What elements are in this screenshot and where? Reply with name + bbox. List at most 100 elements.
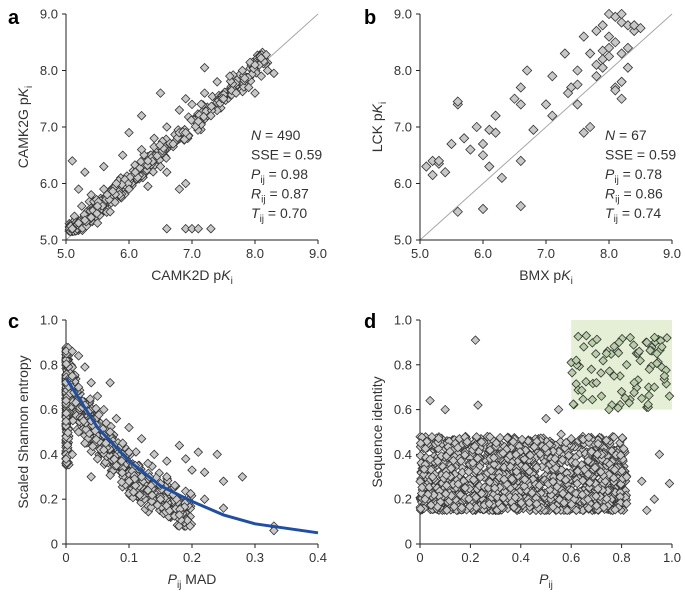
data-point bbox=[489, 452, 499, 463]
y-tick-label: 6.0 bbox=[40, 176, 58, 191]
data-point bbox=[116, 477, 127, 487]
data-point bbox=[610, 37, 621, 48]
data-point bbox=[124, 127, 134, 138]
data-point bbox=[652, 358, 662, 369]
data-point bbox=[471, 492, 481, 503]
data-point bbox=[662, 333, 672, 343]
data-point bbox=[226, 85, 237, 96]
data-point bbox=[635, 355, 645, 366]
y-tick-label: 5.0 bbox=[40, 233, 58, 248]
x-tick-label: 1.0 bbox=[663, 550, 681, 565]
x-tick-label: 9.0 bbox=[663, 246, 681, 261]
x-tick-label: 0.8 bbox=[613, 550, 631, 565]
data-point bbox=[584, 121, 596, 133]
data-point bbox=[143, 485, 153, 496]
data-point bbox=[415, 504, 426, 514]
data-point bbox=[649, 332, 660, 343]
data-point bbox=[85, 394, 95, 404]
data-point bbox=[505, 461, 516, 472]
data-point bbox=[143, 181, 153, 192]
stat-line: Rij = 0.86 bbox=[605, 186, 663, 206]
data-point bbox=[76, 201, 87, 211]
y-tick-label: 0.2 bbox=[394, 492, 412, 507]
y-tick-label: 0.4 bbox=[40, 447, 58, 462]
data-point bbox=[61, 416, 71, 427]
data-point bbox=[644, 390, 654, 401]
data-point bbox=[490, 127, 501, 138]
data-point bbox=[143, 156, 153, 166]
data-point bbox=[105, 427, 115, 437]
y-tick-label: 8.0 bbox=[394, 63, 412, 78]
data-point bbox=[516, 498, 527, 508]
data-point bbox=[269, 68, 279, 79]
data-point bbox=[609, 432, 619, 442]
data-point bbox=[621, 498, 632, 509]
data-point bbox=[136, 144, 147, 155]
data-point bbox=[511, 466, 522, 477]
data-point bbox=[520, 445, 531, 456]
data-point bbox=[563, 491, 574, 502]
data-point bbox=[155, 161, 166, 172]
data-point bbox=[613, 403, 623, 413]
data-point bbox=[73, 382, 84, 392]
data-point bbox=[149, 133, 159, 144]
data-point bbox=[445, 446, 455, 457]
data-point bbox=[643, 399, 653, 410]
data-point bbox=[124, 184, 134, 194]
data-point bbox=[468, 458, 478, 468]
y-tick-label: 6.0 bbox=[394, 176, 412, 191]
data-point bbox=[527, 488, 537, 498]
data-point bbox=[629, 387, 639, 398]
data-point bbox=[557, 455, 568, 465]
data-point bbox=[440, 167, 451, 178]
data-point bbox=[642, 337, 652, 348]
data-point bbox=[452, 206, 463, 217]
data-point bbox=[417, 482, 427, 493]
data-point bbox=[129, 474, 140, 484]
y-tick-label: 9.0 bbox=[394, 7, 412, 22]
data-point bbox=[87, 441, 98, 452]
data-point bbox=[186, 115, 197, 125]
data-point bbox=[591, 501, 602, 511]
data-point bbox=[560, 443, 570, 453]
data-point bbox=[168, 139, 178, 149]
data-point bbox=[664, 391, 675, 401]
data-point bbox=[473, 400, 483, 410]
data-point bbox=[509, 93, 520, 104]
data-point bbox=[555, 472, 565, 482]
data-point bbox=[664, 478, 675, 489]
stat-line: SSE = 0.59 bbox=[605, 147, 676, 163]
data-point bbox=[94, 410, 104, 420]
x-tick-label: 0.2 bbox=[183, 550, 201, 565]
y-axis-label: Scaled Shannon entropy bbox=[15, 355, 31, 508]
panel-letter-c: c bbox=[8, 311, 19, 333]
data-point bbox=[603, 31, 615, 42]
data-point bbox=[562, 87, 574, 99]
data-point bbox=[237, 472, 248, 482]
data-point bbox=[515, 82, 526, 93]
data-point bbox=[596, 368, 606, 378]
data-point bbox=[243, 82, 254, 93]
data-point bbox=[556, 429, 566, 440]
stat-line: Rij = 0.87 bbox=[251, 186, 309, 206]
data-point bbox=[649, 382, 660, 392]
data-point bbox=[117, 150, 128, 161]
data-point bbox=[629, 377, 639, 388]
x-tick-label: 7.0 bbox=[183, 246, 201, 261]
data-point bbox=[636, 393, 647, 404]
data-point bbox=[179, 502, 190, 512]
data-point bbox=[193, 447, 204, 457]
data-point bbox=[86, 472, 96, 482]
data-point bbox=[187, 223, 197, 234]
data-point bbox=[502, 433, 513, 443]
data-point bbox=[599, 502, 609, 513]
data-point bbox=[426, 500, 436, 510]
x-tick-label: 6.0 bbox=[474, 246, 492, 261]
data-point bbox=[562, 505, 572, 516]
data-point bbox=[237, 65, 248, 76]
data-point bbox=[519, 481, 530, 491]
data-point bbox=[635, 22, 646, 34]
y-tick-label: 7.0 bbox=[40, 120, 58, 135]
data-point bbox=[470, 335, 481, 345]
data-point bbox=[495, 432, 505, 443]
